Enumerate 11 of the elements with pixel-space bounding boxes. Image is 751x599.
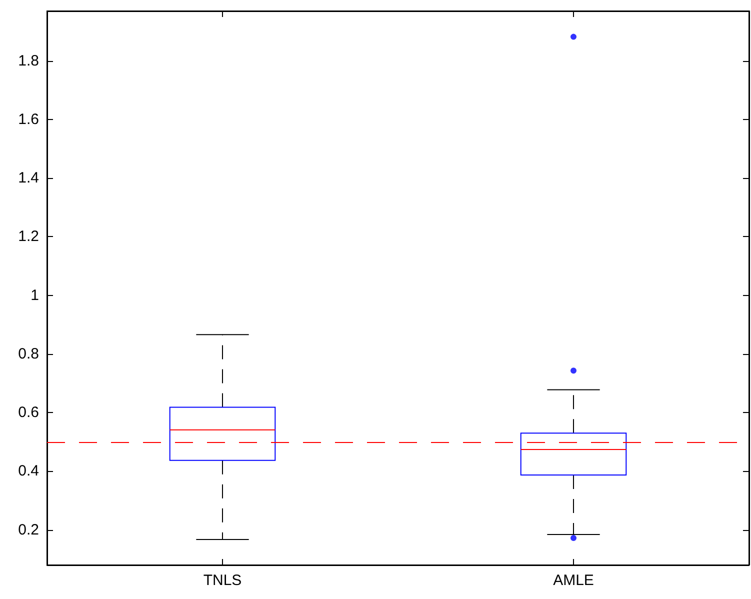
y-tick-label: 1.2: [18, 228, 39, 246]
x-tick-label: TNLS: [203, 572, 242, 589]
y-tick-label: 1.6: [18, 110, 39, 128]
x-tick-label: AMLE: [553, 572, 594, 589]
y-tick-label: 0.4: [18, 462, 39, 480]
y-tick-label: 0.6: [18, 404, 39, 422]
y-tick-label: 1.4: [18, 170, 39, 187]
y-tick-label: 1: [30, 286, 39, 304]
y-tick-label: 0.2: [18, 521, 39, 538]
y-tick-label: 0.8: [18, 345, 39, 362]
y-tick-label: 1.8: [18, 52, 39, 70]
